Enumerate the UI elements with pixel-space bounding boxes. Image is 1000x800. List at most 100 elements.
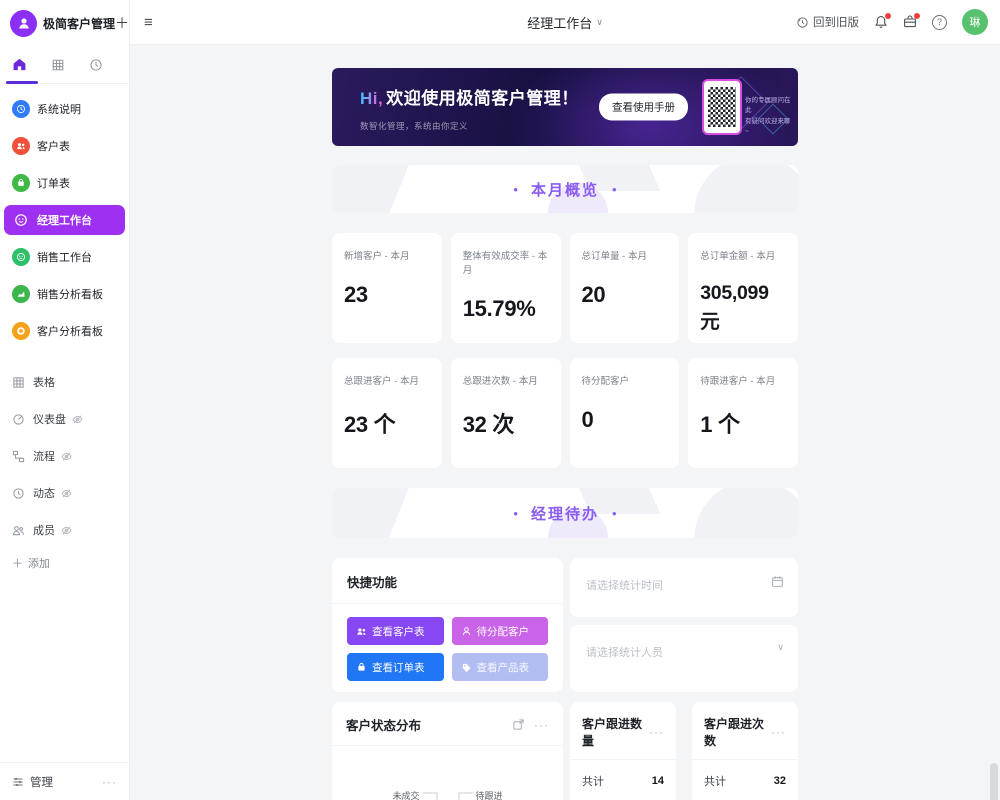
- main-content: Hi, 欢迎使用极简客户管理！ 数智化管理，系统由你定义 查看使用手册 你的专属顾…: [130, 45, 1000, 800]
- sidebar-item-tables[interactable]: 表格: [4, 367, 125, 397]
- sliders-icon: [12, 776, 24, 788]
- stat-card-followed-customers: 总跟进客户 - 本月 23 个: [332, 358, 442, 468]
- sidebar-tabs: [0, 46, 129, 84]
- view-orders-button[interactable]: 查看订单表: [347, 653, 444, 681]
- stat-value: 32 次: [462, 412, 515, 437]
- stat-value: 1 个: [700, 412, 740, 437]
- tasks-briefcase-icon[interactable]: [903, 13, 920, 29]
- page-title-dropdown[interactable]: 经理工作台 ∨: [527, 13, 603, 32]
- users-icon: [12, 137, 30, 155]
- users-icon: [356, 626, 367, 637]
- eye-off-icon: [72, 414, 83, 425]
- view-products-button[interactable]: 查看产品表: [451, 653, 548, 681]
- stat-person-select[interactable]: 请选择统计人员 ∨: [570, 625, 798, 692]
- sidebar-item-orders[interactable]: 订单表: [4, 168, 125, 198]
- tab-home-icon[interactable]: [12, 57, 27, 72]
- divider: [332, 603, 563, 604]
- assign-customers-button[interactable]: 待分配客户: [451, 617, 548, 645]
- help-icon[interactable]: ?: [932, 14, 947, 30]
- sidebar-item-activity[interactable]: 动态: [4, 478, 125, 508]
- sidebar-menu: 系统说明 客户表 订单表 经理工作台: [0, 84, 129, 346]
- tab-clock-icon[interactable]: [89, 58, 103, 72]
- notifications-bell-icon[interactable]: [874, 13, 891, 29]
- sidebar-add-label: 添加: [28, 558, 50, 570]
- stat-card-close-rate: 整体有效成交率 - 本月 15.79%: [450, 233, 561, 343]
- stat-value: 20: [581, 282, 606, 307]
- more-icon[interactable]: ···: [771, 725, 786, 739]
- hamburger-icon[interactable]: ≡: [144, 13, 153, 31]
- history-icon: [796, 16, 809, 29]
- scrollbar-thumb[interactable]: [990, 763, 998, 800]
- section-decoration: [694, 488, 798, 538]
- stat-value: 305,099 元: [700, 282, 769, 333]
- followup-tables: 客户跟进数量 ··· 共计 14 郑少芸 6: [570, 702, 798, 800]
- calendar-icon: [771, 575, 784, 588]
- section-decoration: [694, 165, 798, 213]
- stat-time-picker[interactable]: 请选择统计时间: [570, 558, 798, 617]
- table-row: 共计 14: [570, 759, 676, 800]
- table-title: 客户跟进数量: [582, 717, 643, 748]
- stats-row-1: 新增客户 - 本月 23 整体有效成交率 - 本月 15.79% 总订单量 - …: [332, 233, 798, 343]
- view-manual-button[interactable]: 查看使用手册: [599, 93, 688, 121]
- table-title: 客户跟进次数: [704, 717, 765, 748]
- sidebar-item-label: 经理工作台: [37, 215, 92, 227]
- sidebar-item-customers[interactable]: 客户表: [4, 131, 125, 161]
- section-header-overview: • 本月概览 •: [332, 165, 798, 213]
- notification-dot: [914, 13, 920, 19]
- topbar: ≡ 经理工作台 ∨ 回到旧版 ? 琳: [130, 0, 1000, 45]
- more-icon[interactable]: ···: [102, 774, 117, 789]
- sidebar-header: 极简客户管理 ＋: [0, 0, 129, 46]
- app-logo-icon: [10, 9, 37, 37]
- banner-greeting: 欢迎使用极简客户管理！: [386, 89, 579, 108]
- smiley-icon: [12, 211, 30, 229]
- button-label: 查看订单表: [372, 661, 425, 674]
- sidebar-item-manager-workbench[interactable]: 经理工作台: [4, 205, 125, 235]
- tab-grid-icon[interactable]: [51, 58, 65, 72]
- sidebar-item-label: 销售工作台: [37, 252, 92, 264]
- avatar[interactable]: 琳: [962, 9, 988, 35]
- flow-icon: [12, 450, 25, 463]
- stat-label: 总跟进客户 - 本月: [344, 376, 419, 387]
- sidebar-item-label: 销售分析看板: [37, 289, 103, 301]
- stat-card-unassigned: 待分配客户 0: [569, 358, 680, 468]
- stat-label: 新增客户 - 本月: [344, 251, 410, 262]
- chart-title: 客户状态分布: [346, 719, 422, 733]
- topbar-actions: 回到旧版 ? 琳: [796, 9, 1000, 35]
- gauge-icon: [12, 413, 25, 426]
- sidebar-item-label: 表格: [33, 377, 55, 389]
- view-customers-button[interactable]: 查看客户表: [347, 617, 444, 645]
- sidebar-item-workflows[interactable]: 流程: [4, 441, 125, 471]
- sidebar-item-label: 客户分析看板: [37, 326, 103, 338]
- workspace-add-button[interactable]: ＋: [115, 15, 130, 31]
- sidebar-item-dashboards[interactable]: 仪表盘: [4, 404, 125, 434]
- sidebar-item-customer-dashboard[interactable]: 客户分析看板: [4, 316, 125, 346]
- stat-value: 23: [344, 282, 368, 307]
- members-icon: [12, 524, 25, 537]
- banner-text: Hi, 欢迎使用极简客户管理！ 数智化管理，系统由你定义: [360, 84, 579, 132]
- row-value: 14: [651, 775, 664, 787]
- row-label: 共计: [582, 776, 604, 788]
- todo-row: 快捷功能 查看客户表 待分配客户 查看订单表: [332, 558, 798, 692]
- bag-icon: [12, 174, 30, 192]
- back-to-old-version-label: 回到旧版: [813, 17, 859, 29]
- banner-subtitle: 数智化管理，系统由你定义: [360, 121, 469, 131]
- time-picker-placeholder: 请选择统计时间: [586, 580, 663, 592]
- sidebar-item-system-info[interactable]: 系统说明: [4, 94, 125, 124]
- chart-icon: [12, 285, 30, 303]
- divider: [332, 745, 563, 746]
- expand-icon[interactable]: [512, 718, 525, 731]
- sidebar-item-sales-workbench[interactable]: 销售工作台: [4, 242, 125, 272]
- sidebar-item-members[interactable]: 成员: [4, 515, 125, 545]
- back-to-old-version-button[interactable]: 回到旧版: [796, 14, 859, 30]
- sidebar-item-sales-dashboard[interactable]: 销售分析看板: [4, 279, 125, 309]
- leader-line: [458, 792, 473, 800]
- clock-icon: [12, 100, 30, 118]
- banner-hi: Hi,: [360, 89, 384, 108]
- sidebar-add-button[interactable]: ＋ 添加: [2, 545, 127, 581]
- stat-label: 待分配客户: [581, 376, 630, 387]
- more-icon[interactable]: ···: [534, 717, 549, 732]
- more-icon[interactable]: ···: [649, 725, 664, 739]
- manage-label[interactable]: 管理: [30, 776, 53, 789]
- dot-icon: •: [513, 505, 518, 521]
